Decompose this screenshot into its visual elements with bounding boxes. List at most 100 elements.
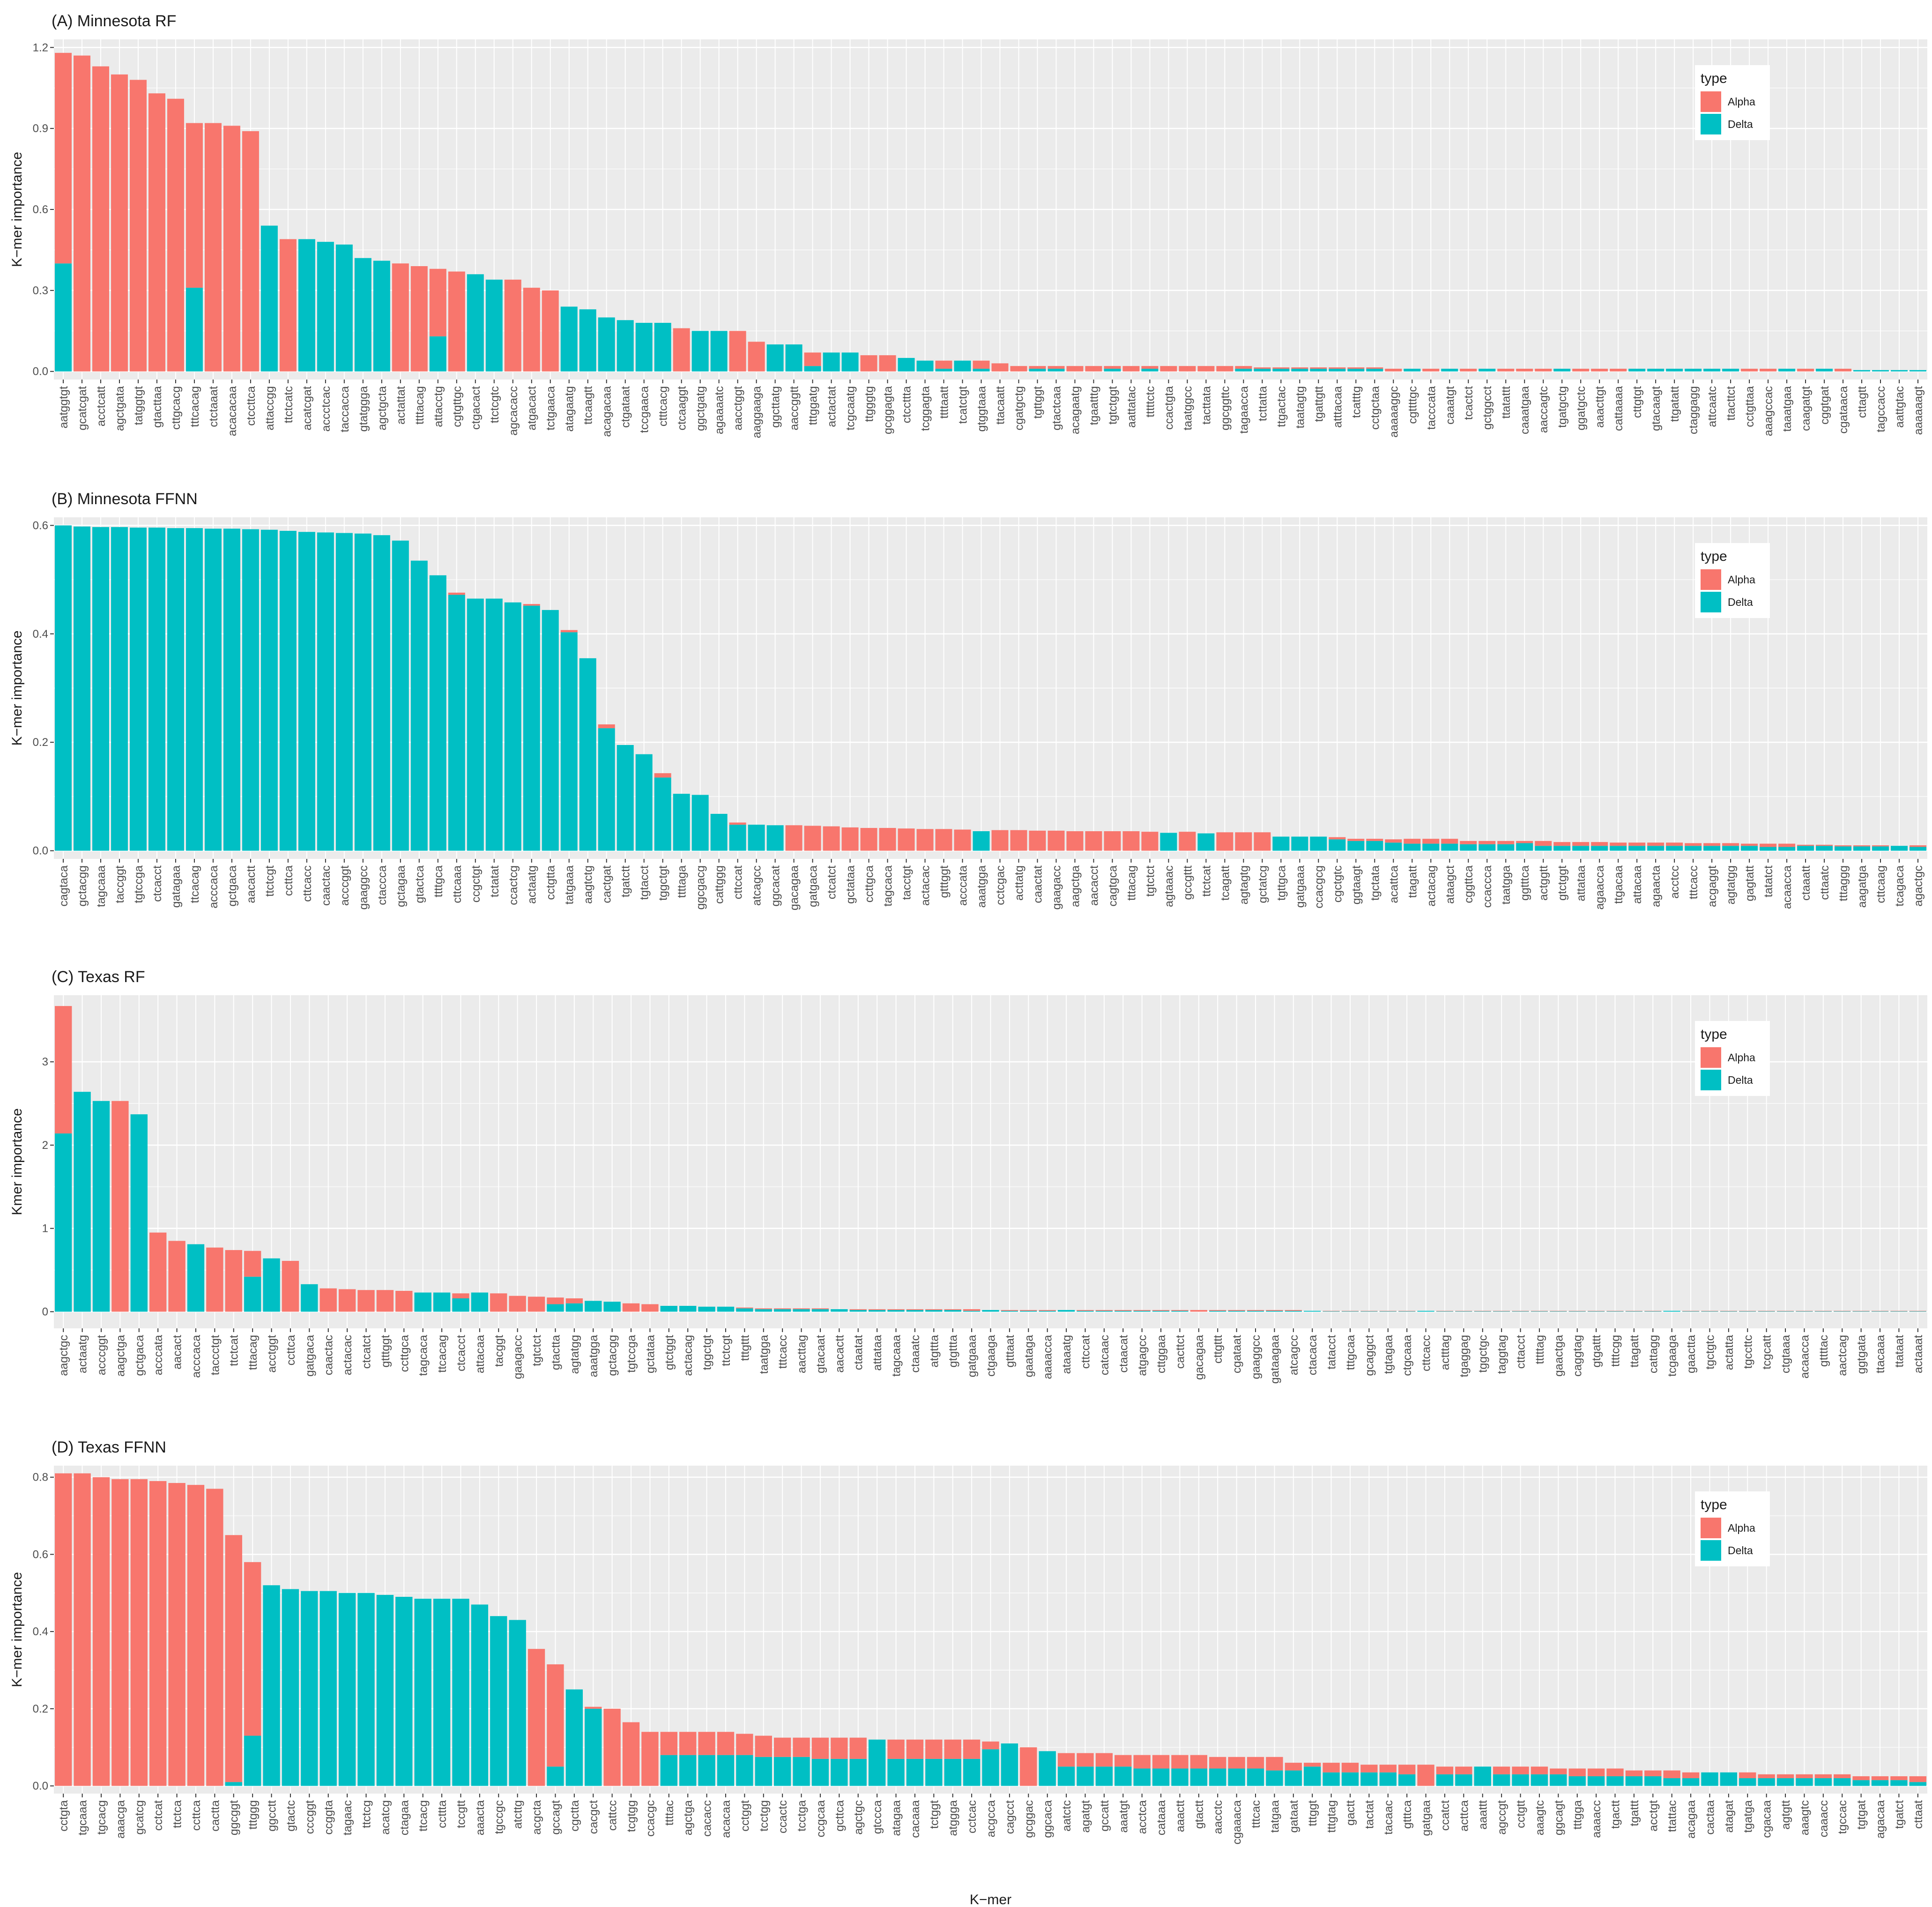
bar-alpha — [1853, 845, 1871, 847]
bar-delta — [1816, 368, 1833, 372]
bar-delta — [354, 533, 372, 851]
bar-delta — [1272, 368, 1290, 372]
bar-delta — [1398, 1311, 1416, 1312]
x-tick-label: acctcc — [1668, 865, 1681, 899]
bar-alpha — [1039, 1310, 1056, 1311]
bar-alpha — [1741, 368, 1758, 372]
bar-delta — [1739, 1778, 1756, 1786]
x-tick-label: tcagaca — [1893, 865, 1906, 907]
bar-alpha — [1179, 366, 1196, 372]
x-tick-label: tgttggt — [1031, 386, 1044, 419]
x-tick-label: tttcacc — [776, 1335, 789, 1369]
bar-alpha — [1010, 366, 1027, 372]
x-tick-label: aaactt — [1174, 1800, 1187, 1832]
bar-delta — [1095, 1766, 1113, 1786]
bar-delta — [1347, 841, 1365, 851]
x-tick-label: tgcacg — [95, 1800, 108, 1835]
bar-delta — [710, 331, 728, 372]
bar-delta — [1910, 847, 1927, 851]
bar-alpha — [729, 331, 746, 372]
bar-alpha — [1323, 1763, 1340, 1773]
bar-alpha — [1077, 1310, 1094, 1311]
bar-delta — [1644, 1311, 1662, 1312]
x-tick-label: ttttgca — [432, 865, 445, 897]
bar-delta — [1834, 1311, 1851, 1312]
bar-delta — [963, 1311, 981, 1312]
panel-4: (D) Texas FFNN 0.0 0.2 0.4 0.6 0.8 K−mer impor… — [9, 1438, 1927, 1907]
bar-alpha — [906, 1309, 924, 1310]
x-tick-label: ttttaga — [676, 865, 689, 898]
x-tick-label: gctacgg — [606, 1335, 619, 1376]
x-tick-label: aacctggt — [732, 386, 745, 431]
bar-delta — [773, 1757, 791, 1786]
bar-alpha — [1385, 368, 1402, 372]
bar-delta — [1360, 1772, 1378, 1786]
bar-alpha — [1568, 1768, 1586, 1776]
x-tick-label: atagat — [1723, 1800, 1736, 1833]
legend-key-delta — [1701, 592, 1721, 612]
x-tick-label: cggttca — [1462, 865, 1475, 903]
bar-delta — [617, 745, 634, 851]
bar-alpha — [991, 830, 1009, 851]
bar-delta — [187, 1244, 205, 1312]
bar-alpha — [149, 1481, 167, 1786]
legend-label-delta: Delta — [1728, 1544, 1753, 1557]
bar-delta — [1209, 1311, 1226, 1312]
bar-delta — [579, 309, 596, 372]
bar-delta — [1422, 843, 1440, 851]
x-tick-label: tagcaaa — [890, 1335, 903, 1377]
x-tick-label: gtctggt — [1556, 865, 1569, 901]
x-tick-label: ccgctgt — [469, 865, 483, 902]
bar-alpha — [1029, 830, 1046, 851]
x-tick-label: ataaatg — [1060, 1335, 1073, 1374]
y-tick-label: 0.0 — [33, 1780, 48, 1793]
y-tick-label: 3 — [42, 1056, 48, 1068]
x-tick-label: tcagatt — [1219, 865, 1232, 901]
bar-delta — [598, 728, 615, 851]
bar-alpha — [73, 55, 90, 372]
bar-alpha — [773, 1737, 791, 1757]
bar-delta — [1591, 846, 1608, 851]
x-tick-label: attacaa — [1631, 865, 1644, 904]
x-tick-label: aacactt — [833, 1335, 846, 1373]
bar-delta — [55, 1133, 72, 1312]
bar-alpha — [1497, 368, 1515, 372]
x-tick-label: tccgaaca — [638, 386, 651, 433]
y-tick-label: 0.0 — [33, 845, 48, 857]
x-tick-label: tgtctct — [1144, 865, 1157, 897]
x-tick-label: gtactc — [284, 1800, 297, 1832]
bar-delta — [1776, 1311, 1794, 1312]
bar-alpha — [1347, 839, 1365, 841]
x-tick-label: acccaca — [190, 1335, 203, 1378]
bar-alpha — [622, 1722, 640, 1786]
bar-alpha — [1152, 1310, 1170, 1311]
bar-delta — [338, 1593, 356, 1786]
x-tick-label: cctgctaa — [1368, 386, 1382, 430]
bar-delta — [698, 1755, 715, 1786]
x-tick-label: cgctgtc — [1331, 865, 1344, 902]
bar-alpha — [1209, 1310, 1226, 1311]
bar-delta — [1685, 846, 1702, 851]
bar-alpha — [1020, 1310, 1037, 1311]
bar-delta — [1606, 1311, 1624, 1312]
bar-delta — [673, 794, 690, 851]
x-tick-label: taatagtg — [1293, 386, 1307, 428]
x-tick-label: acatcg — [379, 1800, 392, 1835]
bar-alpha — [935, 360, 952, 369]
x-tick-label: taatgga — [1500, 865, 1513, 905]
x-tick-label: gcttca — [833, 1800, 846, 1832]
x-tick-label: gataagaa — [1268, 1335, 1281, 1384]
x-tick-label: acccaca — [207, 865, 220, 909]
bar-delta — [1310, 368, 1327, 372]
bar-delta — [92, 527, 109, 851]
x-tick-label: caggtag — [1571, 1335, 1584, 1377]
x-tick-label: actacac — [919, 865, 932, 906]
panel-1: (A) Minnesota RF 0.0 0.3 0.6 0.9 1.2 K−mer imp… — [9, 12, 1927, 438]
x-tick-label: caactac — [320, 865, 333, 906]
legend-key-alpha — [1701, 91, 1721, 112]
bar-delta — [335, 533, 353, 851]
x-tick-label: gtggtaaa — [975, 386, 988, 432]
x-tick-label: ggcttatg — [769, 386, 782, 428]
x-tick-label: ttcacg — [417, 1800, 430, 1832]
bar-alpha — [225, 1535, 242, 1782]
